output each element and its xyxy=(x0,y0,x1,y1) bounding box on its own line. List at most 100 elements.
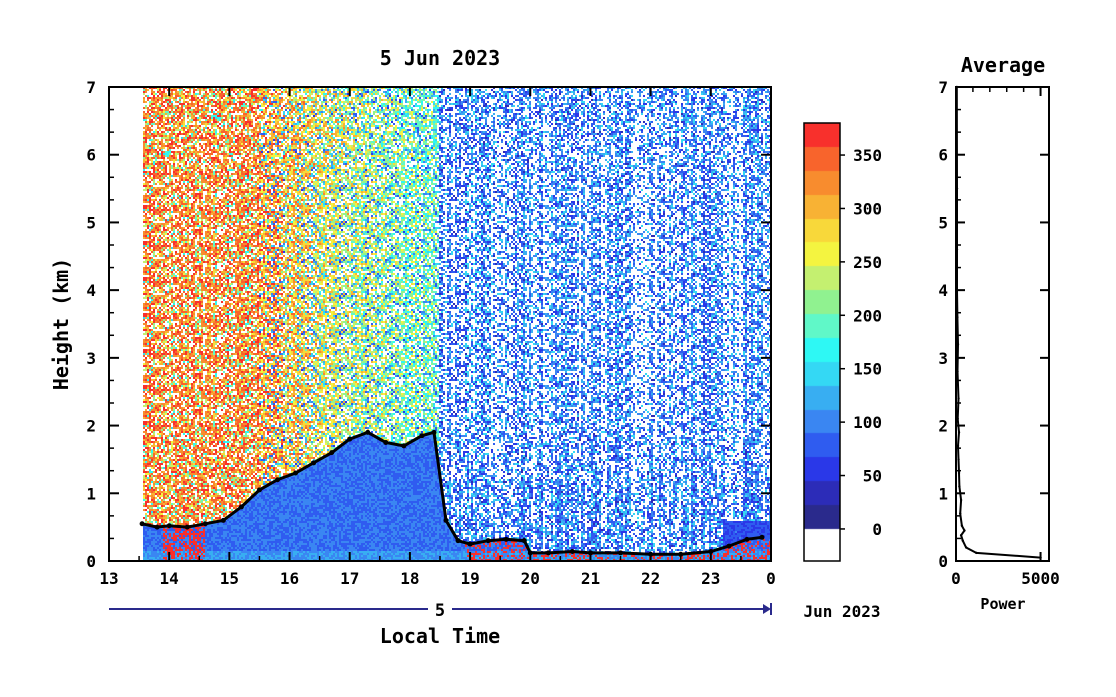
average-x-tick-label: 0 xyxy=(951,569,961,588)
average-profile-point xyxy=(956,316,959,319)
average-profile-point xyxy=(959,512,962,515)
average-y-tick-label: 4 xyxy=(938,281,948,300)
mixing-layer-point xyxy=(503,536,509,542)
mixing-layer-point xyxy=(618,550,624,556)
mixing-layer-point xyxy=(139,521,145,527)
average-profile-point xyxy=(956,444,960,448)
x-tick-label: 18 xyxy=(400,569,419,588)
x-tick-label: 13 xyxy=(99,569,118,588)
average-x-tick-label: 5000 xyxy=(1021,569,1060,588)
mixing-layer-point xyxy=(419,433,425,439)
average-profile-line xyxy=(955,86,1041,559)
average-profile-point xyxy=(964,546,968,549)
average-profile-point xyxy=(957,397,960,400)
colorbar-ticks: 0 50 100 150 200 250 300 350 xyxy=(803,122,882,562)
x-tick-label: 16 xyxy=(280,569,299,588)
average-y-tick-label: 5 xyxy=(938,213,948,232)
mixing-layer-point xyxy=(744,536,750,542)
mixing-layer-point xyxy=(154,524,160,530)
mixing-layer-point xyxy=(467,541,473,547)
mixing-layer-point xyxy=(485,538,491,544)
average-y-tick-label: 0 xyxy=(938,552,948,571)
average-profile-point xyxy=(958,485,961,488)
date-axis-arrow xyxy=(763,604,771,614)
mixing-layer-point xyxy=(220,517,226,523)
average-y-tick-label: 6 xyxy=(938,146,948,165)
x-tick-label: 23 xyxy=(701,569,720,588)
mixing-layer-point xyxy=(365,429,371,435)
colorbar-gradient xyxy=(804,123,840,561)
colorbar-tick-label: 100 xyxy=(853,413,882,432)
plot-frame xyxy=(108,86,772,562)
mixing-layer-point xyxy=(329,450,335,456)
average-profile-point xyxy=(957,458,960,461)
mixing-layer-point xyxy=(455,538,461,544)
power-axis-label: Power xyxy=(980,595,1025,613)
average-title: Average xyxy=(961,53,1045,77)
average-profile-series xyxy=(955,85,1042,559)
mixing-layer-point xyxy=(678,551,684,557)
mixing-layer-point xyxy=(431,429,437,435)
average-profile-point xyxy=(955,85,959,89)
y-tick-label: 3 xyxy=(86,349,96,368)
average-profile-point xyxy=(956,417,959,420)
mixing-layer-point xyxy=(443,517,449,523)
average-y-tick-label: 1 xyxy=(938,484,948,503)
average-y-tick-label: 2 xyxy=(938,417,948,436)
mixing-layer-line xyxy=(141,430,763,556)
mixing-layer-point xyxy=(527,550,533,556)
chart-title: 5 Jun 2023 xyxy=(380,46,500,70)
average-profile-point xyxy=(955,248,959,251)
average-frame xyxy=(955,86,1050,562)
y-tick-label: 2 xyxy=(86,417,96,436)
average-profile-point xyxy=(959,498,963,502)
y-tick-label: 4 xyxy=(86,281,96,300)
mixing-layer-point xyxy=(569,549,575,555)
average-profile-point xyxy=(975,551,978,555)
average-profile-point xyxy=(961,539,964,542)
x-tick-label: 21 xyxy=(581,569,600,588)
average-profile-point xyxy=(957,431,961,434)
mixing-layer-point xyxy=(383,440,389,445)
colorbar-frame xyxy=(803,122,841,562)
date-axis-month-label: Jun 2023 xyxy=(803,602,880,621)
mixing-layer-point xyxy=(238,504,244,510)
mixing-layer-point xyxy=(184,524,190,530)
mixing-layer-point xyxy=(708,549,714,555)
mixing-layer-point xyxy=(202,521,208,527)
mixing-layer-point xyxy=(275,477,281,483)
average-y-tick-label: 7 xyxy=(938,78,948,97)
x-tick-label: 17 xyxy=(340,569,359,588)
mixing-layer-point xyxy=(521,538,527,544)
mixing-layer-point xyxy=(311,460,317,466)
mixing-layer-point xyxy=(726,543,732,549)
x-tick-label: 20 xyxy=(521,569,540,588)
average-profile-point xyxy=(1039,556,1042,559)
x-tick-label: 22 xyxy=(641,569,660,588)
x-tick-label: 14 xyxy=(160,569,179,588)
y-tick-label: 5 xyxy=(86,213,96,232)
colorbar-tick-label: 150 xyxy=(853,360,882,379)
date-axis xyxy=(109,600,772,620)
average-profile-point xyxy=(956,370,959,373)
date-axis-day-label: 5 xyxy=(435,601,445,621)
colorbar-tick-label: 250 xyxy=(853,253,882,272)
colorbar-tick-label: 50 xyxy=(863,467,882,486)
mixing-layer-point xyxy=(293,470,299,476)
average-profile-point xyxy=(956,343,960,346)
mixing-layer-point xyxy=(401,443,407,449)
date-axis-label-gap xyxy=(428,600,452,620)
average-y-tick-label: 3 xyxy=(938,349,948,368)
average-profile-point xyxy=(960,524,964,527)
y-axis-label: Height (km) xyxy=(49,258,73,390)
colorbar-tick-label: 350 xyxy=(853,146,882,165)
colorbar-tick-label: 200 xyxy=(853,306,882,325)
x-axis-label: Local Time xyxy=(380,624,500,648)
y-tick-label: 7 xyxy=(86,78,96,97)
mixing-layer-point xyxy=(545,550,551,556)
mixing-layer-point xyxy=(256,487,262,493)
average-profile-point xyxy=(959,534,963,537)
mixing-layer-point xyxy=(347,436,353,442)
